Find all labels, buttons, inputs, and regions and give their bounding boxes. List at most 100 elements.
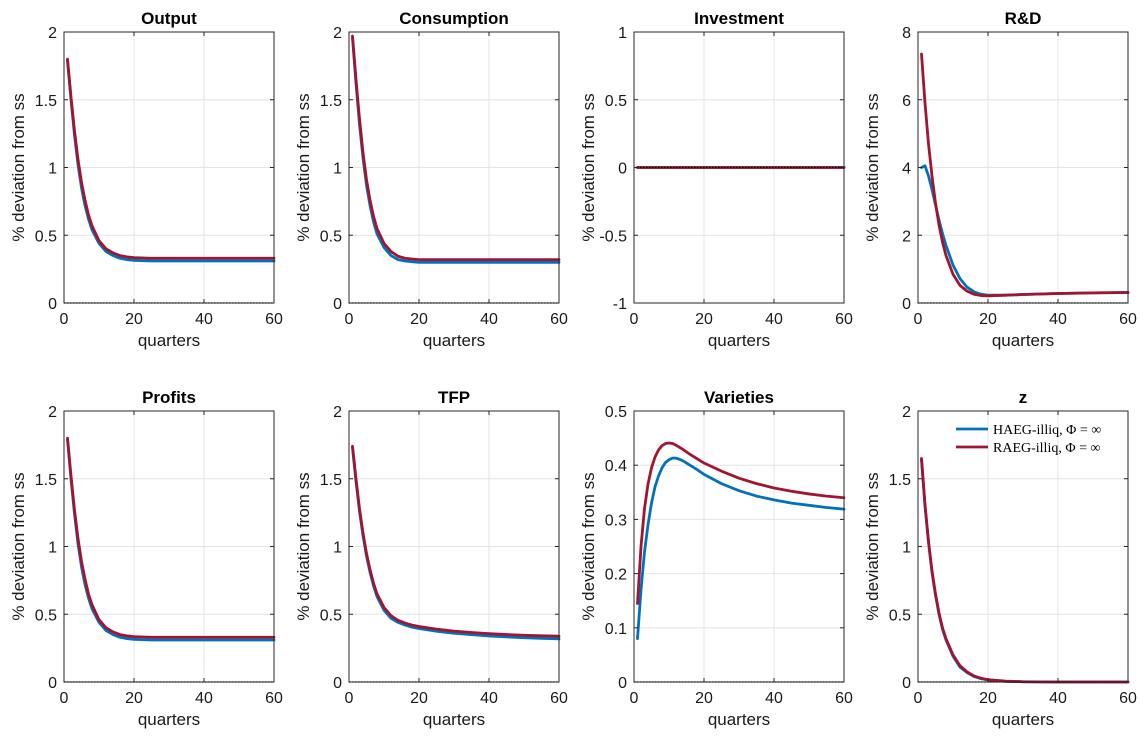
x-axis-label: quarters bbox=[708, 331, 770, 350]
chart-title: Output bbox=[141, 9, 197, 28]
x-axis-label: quarters bbox=[992, 710, 1054, 729]
x-tick-label: 20 bbox=[125, 311, 143, 328]
y-tick-label: 0.3 bbox=[605, 512, 627, 529]
x-tick-label: 0 bbox=[60, 311, 69, 328]
y-axis-label: % deviation from ss bbox=[294, 472, 313, 620]
x-axis-label: quarters bbox=[708, 710, 770, 729]
y-tick-label: 1.5 bbox=[35, 472, 57, 489]
x-tick-label: 60 bbox=[835, 690, 853, 707]
x-tick-label: 40 bbox=[765, 690, 783, 707]
series-line-haeg bbox=[636, 456, 846, 641]
y-tick-label: 1 bbox=[48, 161, 57, 178]
y-tick-label: 1.5 bbox=[35, 93, 57, 110]
series-line-raeg bbox=[920, 52, 1130, 298]
y-axis-label: % deviation from ss bbox=[579, 93, 598, 241]
y-tick-label: 0 bbox=[333, 675, 342, 692]
x-tick-label: 20 bbox=[410, 690, 428, 707]
y-axis-label: % deviation from ss bbox=[9, 472, 28, 620]
chart-title: z bbox=[1019, 388, 1028, 407]
x-tick-label: 20 bbox=[695, 690, 713, 707]
legend: HAEG-illiq, Φ = ∞ RAEG-illiq, Φ = ∞ bbox=[956, 423, 1101, 456]
x-tick-label: 40 bbox=[195, 311, 213, 328]
y-tick-label: 2 bbox=[902, 228, 911, 245]
y-tick-label: 4 bbox=[902, 161, 911, 178]
x-axis-label: quarters bbox=[423, 710, 485, 729]
x-tick-label: 20 bbox=[410, 311, 428, 328]
series-line-raeg bbox=[66, 436, 276, 639]
panel-investment: 0 20 40 60 -1 -0.5 0 0.5 1 Investment quarters % de… bbox=[579, 9, 853, 350]
x-tick-label: 40 bbox=[1049, 690, 1067, 707]
y-tick-label: 0.4 bbox=[605, 458, 627, 475]
y-tick-label: 1 bbox=[48, 540, 57, 557]
y-tick-label: 1 bbox=[902, 540, 911, 557]
y-tick-label: 2 bbox=[48, 25, 57, 42]
x-tick-label: 20 bbox=[979, 311, 997, 328]
x-tick-label: 0 bbox=[914, 311, 923, 328]
series-line-raeg bbox=[351, 444, 561, 638]
y-tick-label: 6 bbox=[902, 93, 911, 110]
panel-tfp: 0 20 40 60 0 0.5 1 1.5 2 TFP quarters % deviation f… bbox=[294, 388, 568, 729]
y-tick-label: 1.5 bbox=[320, 472, 342, 489]
panel-output: 0 20 40 60 0 0.5 1 1.5 2 Output quarters % deviatio… bbox=[9, 9, 283, 350]
series-line-raeg bbox=[636, 441, 846, 605]
x-axis-label: quarters bbox=[992, 331, 1054, 350]
y-tick-label: 0.5 bbox=[320, 228, 342, 245]
chart-title: R&D bbox=[1005, 9, 1042, 28]
y-tick-label: 2 bbox=[902, 404, 911, 421]
x-tick-label: 60 bbox=[265, 690, 283, 707]
panel-profits: 0 20 40 60 0 0.5 1 1.5 2 Profits quarters % deviati… bbox=[9, 388, 283, 729]
x-tick-label: 0 bbox=[630, 690, 639, 707]
panel-r-d: 0 20 40 60 0 2 4 6 8 R&D quarters % deviation from … bbox=[863, 9, 1137, 350]
x-tick-label: 0 bbox=[630, 311, 639, 328]
y-axis-label: % deviation from ss bbox=[9, 93, 28, 241]
y-tick-label: 1.5 bbox=[320, 93, 342, 110]
y-tick-label: 8 bbox=[902, 25, 911, 42]
series-line-raeg bbox=[351, 34, 561, 262]
y-tick-label: 0.5 bbox=[35, 228, 57, 245]
y-axis-label: % deviation from ss bbox=[863, 472, 882, 620]
y-axis-label: % deviation from ss bbox=[863, 93, 882, 241]
chart-title: Consumption bbox=[399, 9, 509, 28]
x-tick-label: 20 bbox=[125, 690, 143, 707]
y-tick-label: 1 bbox=[618, 25, 627, 42]
x-tick-label: 60 bbox=[1119, 690, 1137, 707]
y-tick-label: 0.1 bbox=[605, 621, 627, 638]
y-tick-label: 2 bbox=[48, 404, 57, 421]
x-tick-label: 40 bbox=[765, 311, 783, 328]
panel-varieties: 0 20 40 60 0 0.1 0.2 0.3 0.4 0.5 Varieties quarters… bbox=[579, 388, 853, 729]
x-axis-label: quarters bbox=[138, 331, 200, 350]
x-tick-label: 0 bbox=[914, 690, 923, 707]
y-tick-label: 0 bbox=[48, 675, 57, 692]
legend-label-raeg: RAEG-illiq, Φ = ∞ bbox=[993, 441, 1100, 456]
axes-box bbox=[633, 410, 845, 683]
y-tick-label: 0.2 bbox=[605, 567, 627, 584]
y-tick-label: 1 bbox=[333, 540, 342, 557]
y-tick-label: 0.5 bbox=[35, 607, 57, 624]
x-tick-label: 60 bbox=[550, 311, 568, 328]
y-tick-label: 0.5 bbox=[605, 93, 627, 110]
y-tick-label: 0 bbox=[902, 296, 911, 313]
x-tick-label: 60 bbox=[265, 311, 283, 328]
y-axis-label: % deviation from ss bbox=[579, 472, 598, 620]
x-tick-label: 20 bbox=[979, 690, 997, 707]
y-axis-label: % deviation from ss bbox=[294, 93, 313, 241]
y-tick-label: 0 bbox=[618, 161, 627, 178]
panel-consumption: 0 20 40 60 0 0.5 1 1.5 2 Consumption quarters % dev… bbox=[294, 9, 568, 350]
x-tick-label: 40 bbox=[195, 690, 213, 707]
plot-area bbox=[634, 411, 844, 682]
legend-label-haeg: HAEG-illiq, Φ = ∞ bbox=[993, 423, 1101, 438]
x-tick-label: 40 bbox=[1049, 311, 1067, 328]
y-tick-label: 0.5 bbox=[605, 404, 627, 421]
x-tick-label: 60 bbox=[550, 690, 568, 707]
y-tick-label: 1 bbox=[333, 161, 342, 178]
y-tick-label: 0 bbox=[48, 296, 57, 313]
y-tick-label: 0 bbox=[618, 675, 627, 692]
x-tick-label: 60 bbox=[835, 311, 853, 328]
y-tick-label: 0 bbox=[333, 296, 342, 313]
series-line-raeg bbox=[66, 57, 276, 260]
x-tick-label: 0 bbox=[60, 690, 69, 707]
y-tick-label: 1.5 bbox=[889, 472, 911, 489]
x-tick-label: 0 bbox=[345, 690, 354, 707]
y-tick-label: -1 bbox=[613, 296, 627, 313]
